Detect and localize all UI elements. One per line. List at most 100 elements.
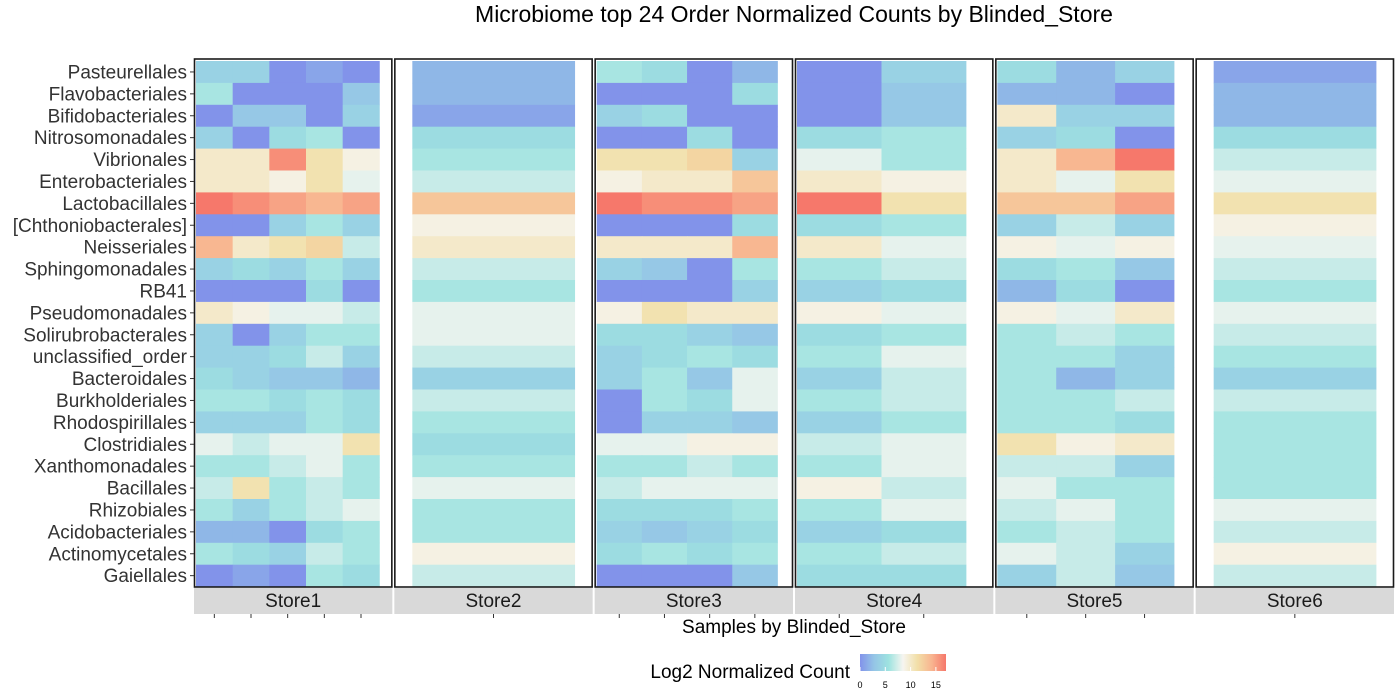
heat-cell: [306, 564, 344, 587]
heat-cell: [196, 455, 234, 478]
heat-cell: [1213, 477, 1377, 500]
heat-cell: [342, 280, 380, 303]
heat-cell: [232, 345, 270, 368]
heat-cell: [732, 214, 778, 237]
heat-cell: [1115, 455, 1175, 478]
heat-cell: [797, 499, 882, 522]
heat-cell: [596, 477, 643, 500]
heat-cell: [732, 170, 778, 193]
heat-cell: [997, 280, 1057, 303]
heat-cell: [797, 542, 882, 566]
heat-cell: [306, 455, 344, 478]
heat-cell: [232, 542, 270, 566]
heat-cell: [1056, 411, 1116, 434]
heat-cell: [412, 499, 576, 522]
heat-cell: [641, 104, 688, 128]
heat-cell: [342, 236, 380, 259]
heat-cell: [1213, 367, 1377, 390]
heat-cell: [641, 82, 688, 106]
heat-cell: [797, 389, 882, 412]
heat-cell: [1056, 236, 1116, 259]
panel-border: [193, 58, 393, 588]
heat-cell: [412, 258, 576, 281]
facet-strip: [194, 588, 393, 614]
heat-cell: [306, 236, 344, 259]
row-label: Bifidobacteriales: [48, 106, 187, 127]
heat-cell: [687, 148, 733, 171]
heat-cell: [1213, 148, 1377, 171]
legend: Log2 Normalized Count 0 5 10 15: [650, 654, 946, 690]
row-label: Neisseriales: [84, 238, 187, 259]
row-label: Pseudomonadales: [30, 303, 187, 324]
heat-cell: [997, 192, 1057, 215]
heat-cell: [997, 236, 1057, 259]
heat-cell: [412, 61, 576, 84]
heat-cell: [997, 61, 1057, 84]
heat-cell: [1115, 433, 1175, 456]
heat-cell: [1213, 301, 1377, 325]
facet-strip: [995, 588, 1194, 614]
heat-cell: [1115, 345, 1175, 368]
heat-cell: [641, 236, 688, 259]
heat-cell: [1115, 564, 1175, 587]
heat-cell: [269, 323, 307, 347]
row-label: Pasteurellales: [68, 62, 187, 83]
heat-cell: [687, 389, 733, 412]
heat-cell: [687, 455, 733, 478]
heat-cell: [269, 564, 307, 587]
heat-cell: [641, 148, 688, 171]
panel-store3: Store3: [594, 58, 794, 618]
heat-cell: [1213, 323, 1377, 347]
heat-cell: [232, 389, 270, 412]
heat-cell: [342, 520, 380, 544]
heat-cell: [997, 564, 1057, 587]
heat-cell: [269, 477, 307, 500]
heat-cell: [997, 301, 1057, 325]
heat-cell: [1213, 564, 1377, 587]
heat-cell: [1213, 433, 1377, 456]
heat-cell: [269, 345, 307, 368]
heat-cell: [412, 433, 576, 456]
heat-cell: [269, 236, 307, 259]
legend-tick-label: 5: [883, 680, 888, 690]
heat-cell: [596, 345, 643, 368]
heat-cell: [1115, 148, 1175, 171]
facet-strip-label: Store6: [1267, 591, 1323, 612]
heat-cell: [1115, 214, 1175, 237]
row-label: Rhizobiales: [89, 500, 187, 521]
heat-cell: [269, 170, 307, 193]
heat-cell: [232, 411, 270, 434]
heat-cell: [596, 214, 643, 237]
heat-cell: [997, 323, 1057, 347]
heat-cell: [1213, 258, 1377, 281]
heat-cell: [687, 170, 733, 193]
heat-cell: [342, 214, 380, 237]
heat-cell: [306, 82, 344, 106]
heat-cell: [732, 499, 778, 522]
heat-cell: [997, 542, 1057, 566]
row-label: Solirubrobacterales: [23, 325, 187, 346]
heat-cell: [881, 214, 967, 237]
heat-cell: [1213, 411, 1377, 434]
heat-cell: [687, 126, 733, 149]
heat-cell: [797, 170, 882, 193]
heat-cell: [306, 345, 344, 368]
heat-cell: [687, 258, 733, 281]
facet-strip-label: Store1: [265, 591, 321, 612]
heat-cell: [306, 367, 344, 390]
heat-cell: [997, 148, 1057, 171]
row-label: Lactobacillales: [62, 194, 187, 215]
heat-cell: [196, 323, 234, 347]
facet-strip-label: Store2: [466, 591, 522, 612]
heat-cell: [881, 236, 967, 259]
heat-cell: [881, 477, 967, 500]
panel-border: [1195, 58, 1395, 588]
heat-cell: [232, 61, 270, 84]
heat-cell: [1056, 258, 1116, 281]
heat-cell: [412, 170, 576, 193]
heat-cell: [596, 455, 643, 478]
heat-cell: [997, 345, 1057, 368]
heat-cell: [1056, 564, 1116, 587]
heat-cell: [997, 499, 1057, 522]
heat-cell: [1056, 389, 1116, 412]
